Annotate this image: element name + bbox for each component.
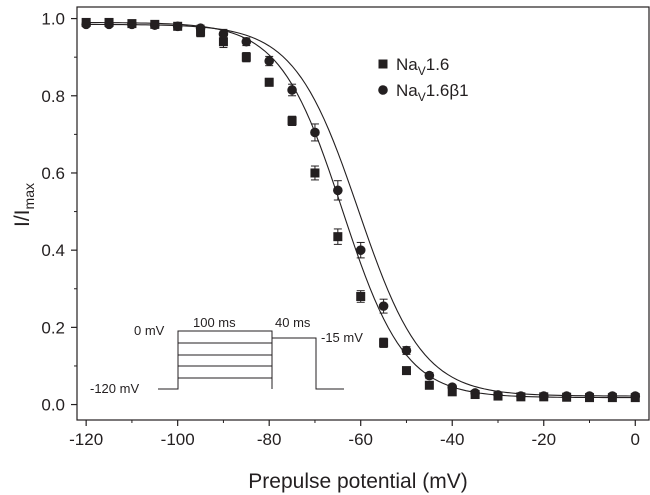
data-point-square: [310, 168, 320, 178]
data-point-square: [356, 291, 366, 301]
data-point-square: [379, 338, 389, 348]
data-point-circle: [561, 391, 572, 401]
data-point-circle: [264, 56, 274, 66]
y-axis-title: I/Imax: [11, 183, 37, 227]
series-circle: [81, 19, 641, 401]
data-point-square: [218, 37, 228, 47]
data-point-circle: [104, 19, 114, 30]
data-point-circle: [447, 382, 458, 392]
legend-marker-square: [378, 59, 388, 69]
x-tick-label: 0: [631, 430, 640, 449]
data-point-circle: [149, 20, 160, 30]
y-tick-label: 0.6: [41, 164, 65, 183]
x-tick-label: -120: [69, 430, 103, 449]
data-point-square: [424, 380, 434, 390]
x-axis-title: Prepulse potential (mV): [248, 470, 467, 493]
y-axis-ticks: 0.0 0.2 0.4 0.6 0.8 1.0: [41, 10, 77, 415]
y-tick-label: 0.4: [41, 241, 65, 260]
data-point-circle: [310, 127, 320, 138]
data-point-circle: [195, 23, 206, 34]
y-tick-label: 0.0: [41, 396, 65, 415]
data-point-circle: [378, 301, 389, 311]
x-tick-label: -20: [531, 430, 556, 449]
y-axis-title-main: I/I: [11, 209, 34, 227]
data-point-circle: [470, 388, 480, 398]
data-point-circle: [401, 345, 412, 356]
data-point-circle: [218, 29, 229, 39]
y-tick-label: 0.2: [41, 318, 65, 337]
legend-label-nav16b1: NaV1.6β1: [396, 81, 469, 104]
data-point-circle: [493, 390, 503, 400]
inset-test-duration: 40 ms: [275, 315, 311, 330]
data-point-square: [287, 116, 297, 126]
data-point-circle: [287, 85, 297, 95]
x-axis-ticks: -120 -100 -80 -60 -40 -20 0: [69, 420, 640, 449]
protocol-trace: [158, 330, 344, 390]
y-axis-title-sub: max: [21, 183, 37, 209]
legend: NaV1.6 NaV1.6β1: [378, 55, 469, 104]
data-point-square: [401, 366, 411, 376]
data-point-square: [241, 52, 251, 62]
legend-marker-circle: [378, 85, 388, 95]
data-point-circle: [127, 19, 137, 30]
x-tick-label: -100: [161, 430, 195, 449]
inset-prepulse-duration: 100 ms: [193, 315, 236, 330]
voltage-protocol-inset: -120 mV 0 mV 100 ms 40 ms -15 mV: [90, 315, 363, 396]
data-point-circle: [584, 391, 595, 401]
data-point-circle: [172, 21, 183, 32]
inset-max-label: 0 mV: [134, 323, 165, 338]
x-tick-label: -60: [348, 430, 373, 449]
data-point-circle: [630, 391, 641, 401]
inset-test-label: -15 mV: [321, 330, 363, 345]
y-tick-label: 0.8: [41, 87, 65, 106]
data-point-square: [264, 77, 274, 87]
x-tick-label: -40: [440, 430, 465, 449]
data-point-circle: [333, 185, 343, 196]
plot-frame: [76, 6, 650, 421]
data-point-circle: [607, 391, 618, 401]
data-point-circle: [516, 391, 526, 401]
data-point-circle: [355, 245, 366, 255]
data-point-square: [333, 232, 343, 242]
data-point-circle: [241, 36, 252, 47]
svg-text:I/Imax: I/Imax: [11, 183, 37, 227]
x-tick-label: -80: [257, 430, 282, 449]
inset-holding-label: -120 mV: [90, 381, 139, 396]
plot-area: [76, 6, 650, 421]
data-point-circle: [538, 391, 549, 401]
data-point-circle: [81, 19, 91, 30]
legend-label-nav16: NaV1.6: [396, 55, 449, 78]
y-tick-label: 1.0: [41, 10, 65, 29]
data-point-circle: [424, 370, 435, 381]
